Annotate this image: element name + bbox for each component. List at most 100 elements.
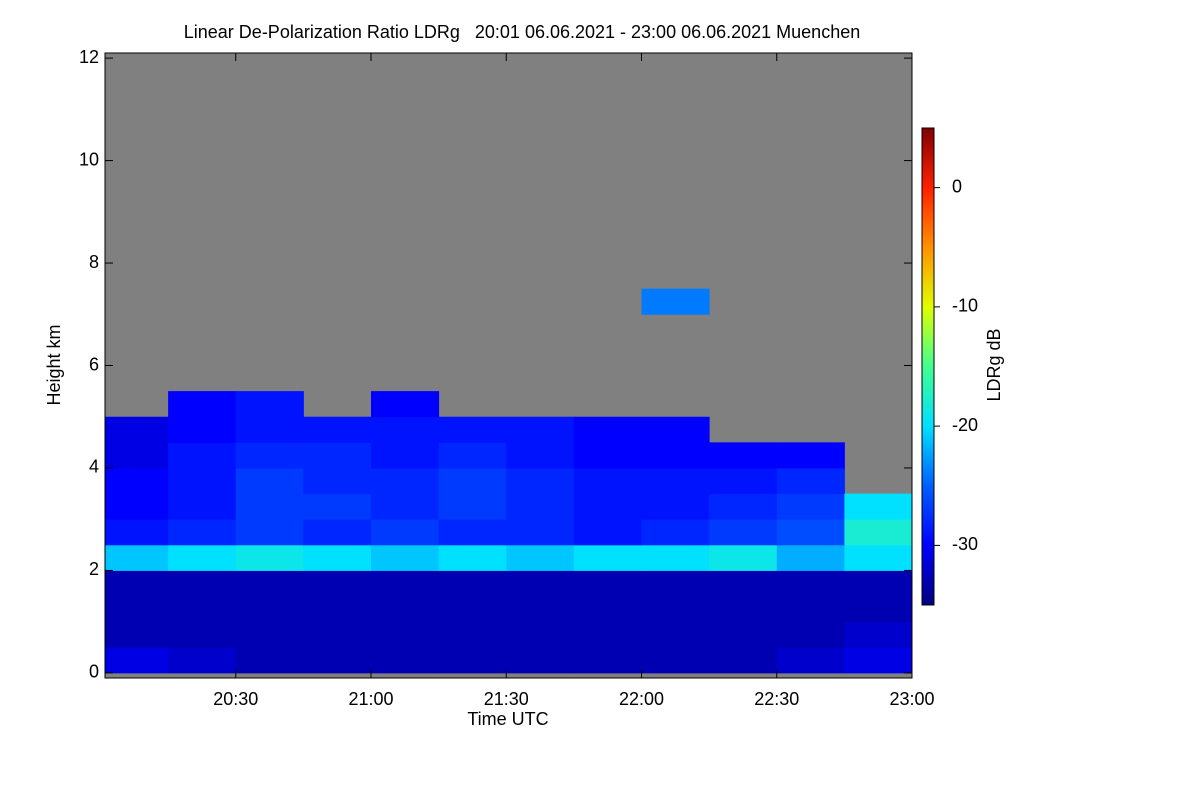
heatmap-cell	[303, 544, 372, 571]
heatmap-cell	[370, 467, 440, 495]
heatmap-cell	[438, 467, 507, 495]
heatmap-cell	[303, 570, 372, 597]
heatmap-cell	[105, 621, 169, 648]
heatmap-cell	[709, 570, 778, 597]
x-tick-label: 23:00	[889, 689, 934, 709]
heatmap-cell	[168, 442, 237, 469]
y-tick-label: 2	[89, 559, 99, 579]
heatmap-cell	[235, 647, 304, 674]
heatmap-cell	[370, 544, 440, 571]
heatmap-cell	[438, 544, 507, 571]
colorbar-tick-label: -20	[952, 415, 978, 435]
heatmap-cell	[370, 647, 440, 674]
heatmap-cell	[573, 596, 642, 623]
heatmap-cell	[709, 544, 778, 571]
heatmap-cell	[709, 467, 778, 495]
heatmap-cell	[168, 519, 237, 546]
heatmap-cell	[776, 467, 845, 495]
heatmap-cell	[370, 442, 440, 469]
colorbar-tick-label: -10	[952, 296, 978, 316]
heatmap-cell	[105, 493, 169, 520]
y-tick-label: 12	[79, 47, 99, 67]
heatmap-cell	[168, 647, 237, 674]
heatmap-cell	[709, 621, 778, 648]
heatmap-cell	[235, 467, 304, 495]
heatmap-cell	[709, 596, 778, 623]
heatmap-cell	[506, 493, 575, 520]
heatmap-cell	[235, 621, 304, 648]
heatmap-cell	[303, 519, 372, 546]
x-tick-label: 21:30	[484, 689, 529, 709]
heatmap-cell	[303, 493, 372, 520]
heatmap-cell	[168, 467, 237, 495]
y-tick-label: 10	[79, 149, 99, 169]
heatmap-cell	[506, 519, 575, 546]
x-tick-label: 20:30	[213, 689, 258, 709]
colorbar-label: LDRg dB	[984, 328, 1004, 401]
heatmap-cell	[776, 570, 845, 597]
heatmap-cell	[776, 621, 845, 648]
heatmap-cell	[641, 519, 710, 546]
heatmap-cell	[235, 544, 304, 571]
heatmap-cell	[641, 416, 710, 443]
heatmap-cell	[303, 467, 372, 495]
heatmap-cell	[235, 442, 304, 469]
y-tick-label: 6	[89, 354, 99, 374]
heatmap-cell	[438, 442, 507, 469]
heatmap-cell	[641, 467, 710, 495]
heatmap-cell	[776, 493, 845, 520]
y-tick-label: 0	[89, 662, 99, 682]
heatmap-cell	[438, 570, 507, 597]
heatmap-cell	[105, 442, 169, 469]
heatmap	[105, 53, 912, 678]
heatmap-cell	[370, 519, 440, 546]
colorbar-tick-label: -30	[952, 534, 978, 554]
heatmap-cell	[370, 596, 440, 623]
heatmap-cell	[235, 519, 304, 546]
heatmap-cell	[438, 519, 507, 546]
heatmap-cell	[776, 519, 845, 546]
x-tick-label: 21:00	[348, 689, 393, 709]
heatmap-cell	[438, 416, 507, 443]
heatmap-cell	[709, 519, 778, 546]
heatmap-cell	[844, 493, 912, 520]
heatmap-cell	[370, 391, 440, 418]
heatmap-cell	[506, 570, 575, 597]
heatmap-cell	[641, 570, 710, 597]
heatmap-cell	[776, 647, 845, 674]
heatmap-cell	[573, 544, 642, 571]
heatmap-cell	[709, 493, 778, 520]
heatmap-cell	[573, 621, 642, 648]
heatmap-cell	[168, 493, 237, 520]
heatmap-cell	[438, 647, 507, 674]
heatmap-cell	[844, 544, 912, 571]
heatmap-cell	[641, 647, 710, 674]
heatmap-cell	[168, 544, 237, 571]
heatmap-cell	[506, 621, 575, 648]
heatmap-cell	[303, 442, 372, 469]
heatmap-cell	[235, 596, 304, 623]
heatmap-cell	[438, 596, 507, 623]
x-tick-label: 22:00	[619, 689, 664, 709]
heatmap-cell	[303, 596, 372, 623]
heatmap-cell	[105, 416, 169, 443]
heatmap-cell	[168, 391, 237, 418]
heatmap-cell	[844, 596, 912, 623]
heatmap-cell	[709, 647, 778, 674]
heatmap-cell	[235, 391, 304, 418]
heatmap-cell	[844, 570, 912, 597]
heatmap-cell	[844, 519, 912, 546]
heatmap-cell	[573, 570, 642, 597]
x-tick-label: 22:30	[754, 689, 799, 709]
heatmap-cell	[506, 467, 575, 495]
heatmap-cell	[370, 621, 440, 648]
heatmap-cell	[506, 442, 575, 469]
y-tick-label: 8	[89, 252, 99, 272]
heatmap-cell	[776, 442, 845, 469]
heatmap-cell	[776, 544, 845, 571]
heatmap-cell	[776, 596, 845, 623]
heatmap-cell	[506, 416, 575, 443]
heatmap-cell	[844, 647, 912, 674]
y-axis-label: Height km	[44, 324, 64, 405]
